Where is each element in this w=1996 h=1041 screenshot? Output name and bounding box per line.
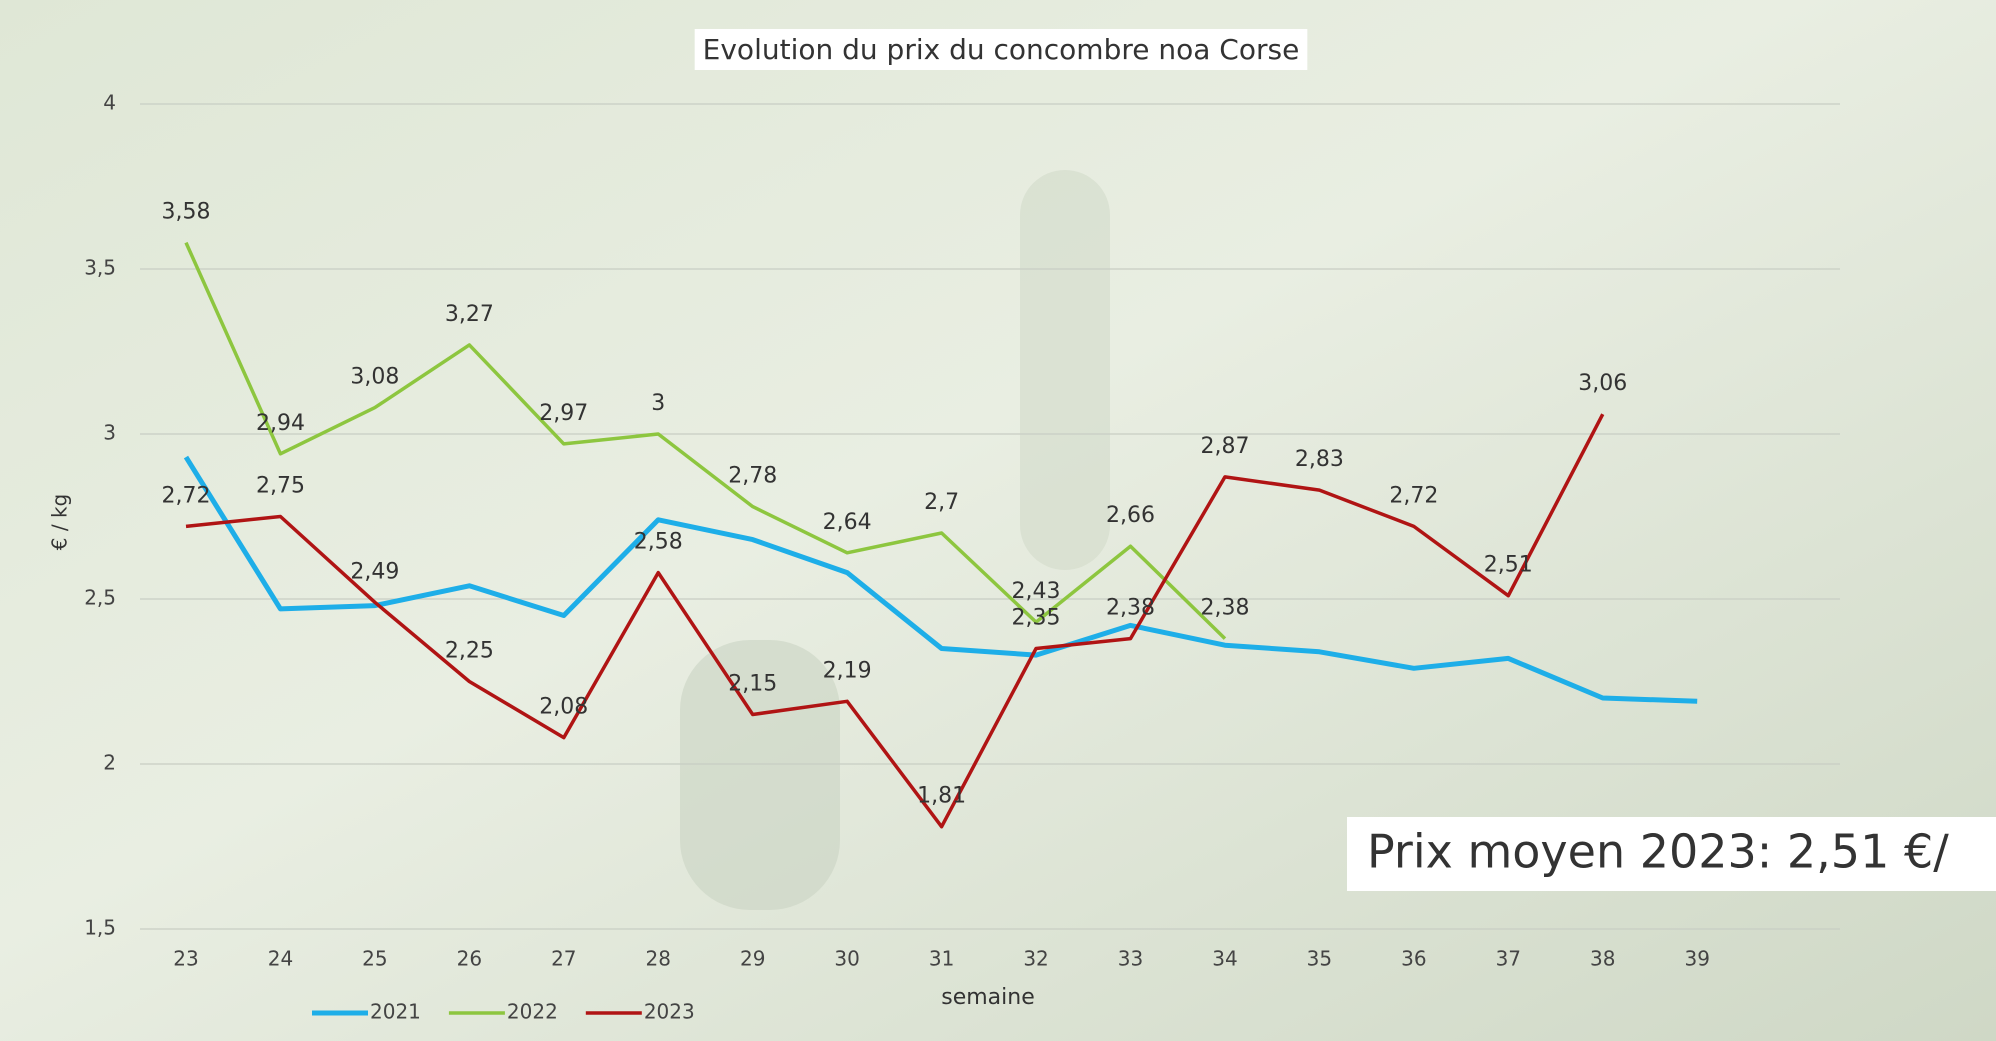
y-tick-label: 2	[103, 751, 116, 775]
x-tick-label: 23	[173, 947, 198, 971]
title-background	[694, 29, 1308, 70]
data-label: 3,06	[1578, 371, 1627, 396]
x-tick-label: 37	[1496, 947, 1521, 971]
data-label: 2,58	[634, 530, 683, 555]
line-series	[185, 413, 1605, 829]
data-label: 1,81	[917, 784, 966, 809]
data-label: 2,87	[1200, 434, 1249, 459]
data-label: 2,64	[823, 510, 872, 535]
data-label: 2,49	[350, 559, 399, 584]
data-label: 2,72	[1389, 483, 1438, 508]
data-label: 3,58	[162, 200, 211, 225]
x-tick-label: 31	[929, 947, 954, 971]
x-tick-label: 33	[1118, 947, 1143, 971]
x-tick-label: 34	[1212, 947, 1237, 971]
x-tick-label: 29	[740, 947, 765, 971]
chart-title: Evolution du prix du concombre noa Corse	[703, 33, 1300, 66]
data-label: 2,83	[1295, 447, 1344, 472]
legend-label: 2022	[507, 1000, 558, 1024]
y-tick-label: 2,5	[84, 586, 116, 610]
data-label: 2,25	[445, 639, 494, 664]
data-label: 3	[651, 391, 665, 416]
x-tick-label: 25	[362, 947, 387, 971]
x-tick-label: 30	[834, 947, 859, 971]
line-series	[184, 241, 1227, 640]
data-label: 2,97	[539, 401, 588, 426]
data-label: 2,19	[823, 658, 872, 683]
data-label: 2,72	[162, 483, 211, 508]
annotation-box	[1347, 817, 1996, 891]
x-tick-label: 35	[1307, 947, 1332, 971]
data-label: 2,75	[256, 474, 305, 499]
x-tick-label: 28	[646, 947, 671, 971]
x-tick-label: 38	[1590, 947, 1615, 971]
x-tick-label: 26	[457, 947, 482, 971]
x-tick-label: 32	[1023, 947, 1048, 971]
data-label: 2,94	[256, 411, 305, 436]
data-label: 2,35	[1012, 606, 1061, 631]
y-axis-label: € / kg	[48, 494, 72, 550]
y-tick-label: 4	[103, 91, 116, 115]
line-series	[183, 455, 1698, 704]
x-tick-label: 27	[551, 947, 576, 971]
plot: 1,5 2 2,5 3 3,5 4 23 24 25 26 27 28 29 30 31 32 33 34 35 36…	[84, 91, 1840, 1024]
data-label: 2,78	[728, 464, 777, 489]
y-tick-label: 3	[103, 421, 116, 445]
data-label: 2,38	[1106, 596, 1155, 621]
x-axis-label: semaine	[941, 985, 1035, 1010]
data-label: 2,66	[1106, 503, 1155, 528]
data-label: 2,38	[1200, 596, 1249, 621]
x-tick-label: 24	[268, 947, 293, 971]
data-label: 2,15	[728, 672, 777, 697]
data-label: 2,51	[1484, 553, 1533, 578]
data-label: 2,43	[1012, 579, 1061, 604]
data-label: 2,08	[539, 695, 588, 720]
data-label: 2,7	[924, 490, 959, 515]
annotation: Prix moyen 2023: 2,51 €/	[1367, 825, 1949, 879]
legend-label: 2021	[370, 1000, 421, 1024]
background-shape	[1020, 170, 1110, 570]
data-label: 3,27	[445, 302, 494, 327]
legend-label: 2023	[644, 1000, 695, 1024]
data-label: 3,08	[350, 365, 399, 390]
x-tick-label: 39	[1684, 947, 1709, 971]
y-tick-label: 1,5	[84, 916, 116, 940]
y-tick-label: 3,5	[84, 256, 116, 280]
x-tick-label: 36	[1401, 947, 1426, 971]
